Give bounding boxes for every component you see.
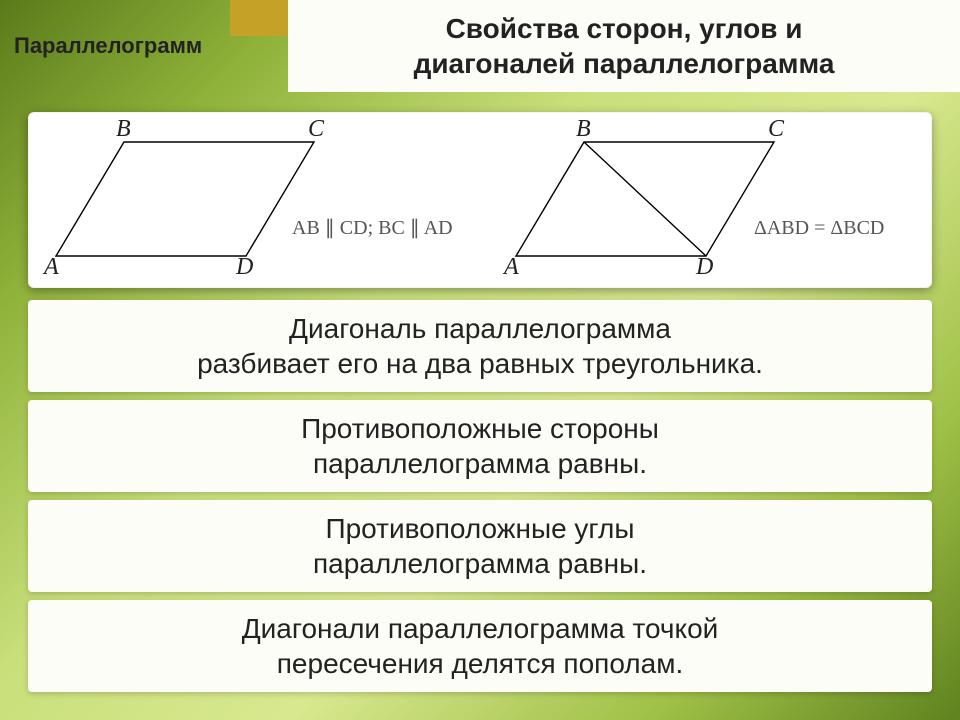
property-3-line1: Противоположные углы (325, 513, 634, 544)
svg-text:B: B (116, 120, 131, 142)
property-text-3: Противоположные углы параллелограмма рав… (313, 511, 647, 581)
header-title: Свойства сторон, углов и диагоналей пара… (414, 11, 835, 81)
property-4-line2: пересечения делятся пополам. (277, 648, 683, 679)
property-4-line1: Диагонали параллелограмма точкой (242, 613, 719, 644)
property-panel-2: Противоположные стороны параллелограмма … (28, 400, 932, 492)
formula-right: ΔABD = ΔBCD (754, 217, 884, 239)
header-title-line2: диагоналей параллелограмма (414, 48, 835, 79)
property-text-1: Диагональ параллелограмма разбивает его … (197, 311, 763, 381)
svg-text:D: D (695, 254, 713, 280)
property-1-line2: разбивает его на два равных треугольника… (197, 348, 763, 379)
property-panel-4: Диагонали параллелограмма точкой пересеч… (28, 600, 932, 692)
header-title-line1: Свойства сторон, углов и (446, 13, 803, 44)
property-3-line2: параллелограмма равны. (313, 548, 647, 579)
header: Параллелограмм Свойства сторон, углов и … (0, 0, 960, 92)
svg-text:D: D (235, 254, 253, 280)
svg-text:B: B (576, 120, 591, 142)
diagram-panel: A B C D AB ∥ CD; BC ∥ AD A B C D ΔABD = … (28, 112, 932, 288)
svg-text:C: C (768, 120, 785, 142)
header-tab-accent (230, 0, 288, 36)
formula-left: AB ∥ CD; BC ∥ AD (292, 217, 453, 239)
header-title-panel: Свойства сторон, углов и диагоналей пара… (288, 0, 960, 92)
property-panel-1: Диагональ параллелограмма разбивает его … (28, 300, 932, 392)
diagram-inner: A B C D AB ∥ CD; BC ∥ AD A B C D ΔABD = … (38, 120, 922, 280)
property-2-line1: Противоположные стороны (301, 413, 659, 444)
property-text-2: Противоположные стороны параллелограмма … (301, 411, 659, 481)
property-text-4: Диагонали параллелограмма точкой пересеч… (242, 611, 719, 681)
svg-text:A: A (42, 254, 59, 280)
header-left: Параллелограмм (0, 0, 230, 92)
svg-text:C: C (308, 120, 325, 142)
parallelogram-right: A B C D ΔABD = ΔBCD (502, 120, 884, 280)
parallelogram-left: A B C D AB ∥ CD; BC ∥ AD (42, 120, 453, 280)
svg-text:A: A (502, 254, 519, 280)
header-left-label: Параллелограмм (14, 33, 202, 59)
property-1-line1: Диагональ параллелограмма (289, 313, 671, 344)
property-2-line2: параллелограмма равны. (313, 448, 647, 479)
property-panel-3: Противоположные углы параллелограмма рав… (28, 500, 932, 592)
parallelogram-diagrams: A B C D AB ∥ CD; BC ∥ AD A B C D ΔABD = … (38, 120, 922, 280)
